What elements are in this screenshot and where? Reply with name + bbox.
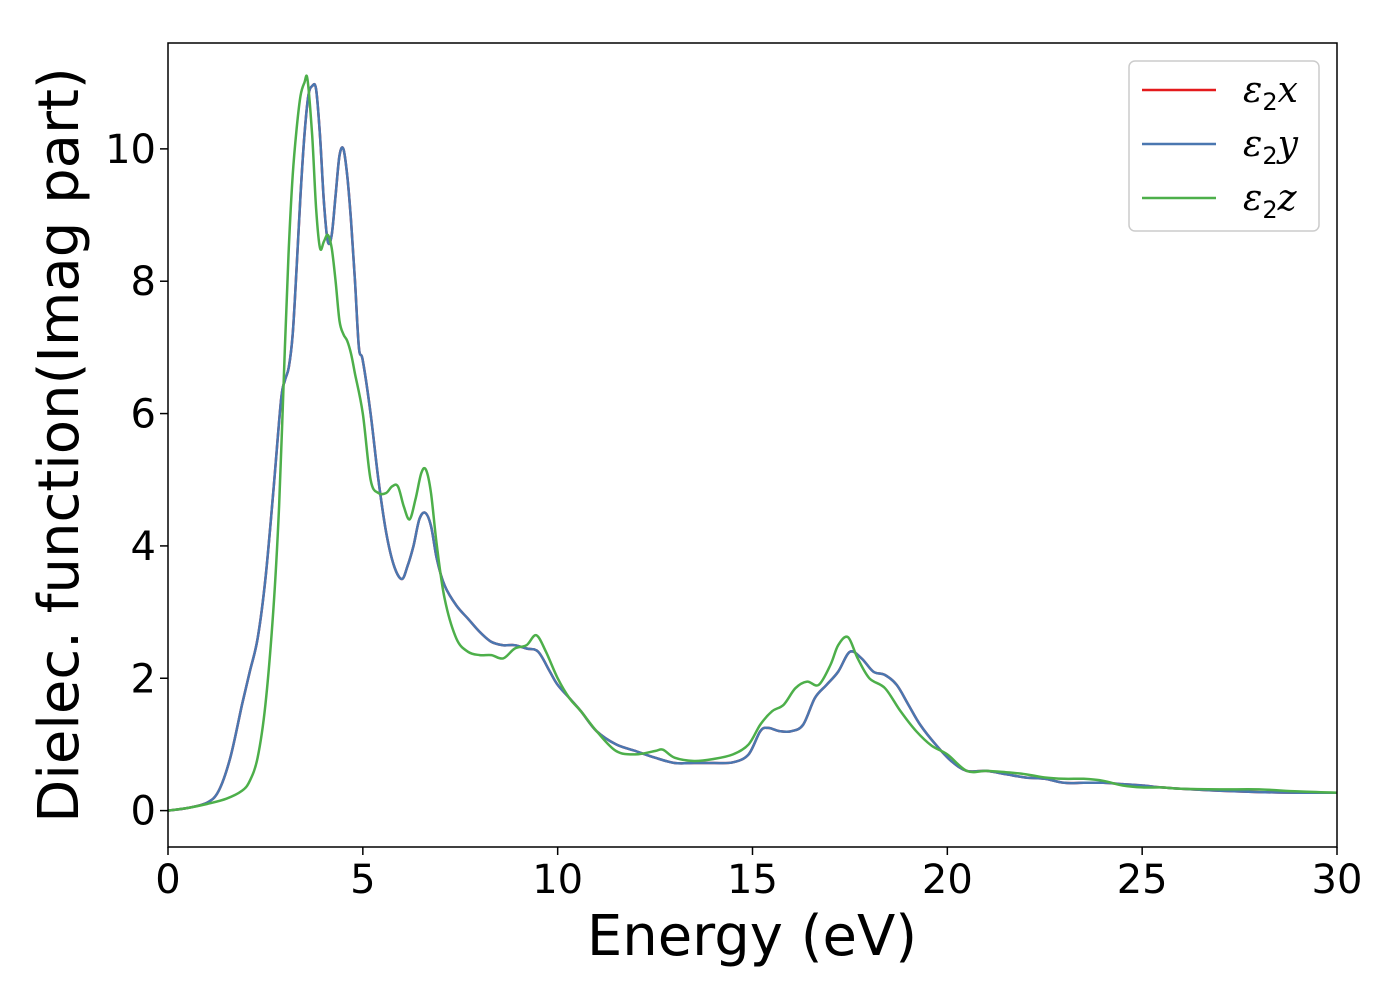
series-line-z	[167, 74, 1338, 812]
x-tick-label: 5	[350, 857, 375, 903]
x-tick-label: 25	[1117, 857, 1168, 903]
x-tick-label: 20	[922, 857, 973, 903]
x-tick-label: 0	[155, 857, 180, 903]
series-layer	[167, 74, 1338, 812]
series-line-y	[167, 82, 1338, 812]
x-axis-ticks: 0 5 10 15 20 25 30	[155, 847, 1362, 903]
y-tick-label: 0	[131, 789, 156, 835]
legend-label-z: ε2z	[1243, 178, 1298, 224]
legend-label-y: ε2y	[1243, 124, 1299, 170]
x-tick-label: 10	[532, 857, 583, 903]
y-tick-label: 2	[131, 656, 156, 702]
x-axis-label: Energy (eV)	[587, 904, 917, 969]
y-tick-label: 6	[131, 392, 156, 438]
y-tick-label: 8	[131, 259, 156, 305]
y-axis-label: Dielec. function(Imag part)	[27, 67, 92, 823]
legend-label-x: ε2x	[1243, 70, 1298, 116]
y-axis-ticks: 0 2 4 6 8 10	[105, 127, 168, 835]
y-tick-label: 4	[131, 524, 156, 570]
x-tick-label: 30	[1312, 857, 1363, 903]
y-tick-label: 10	[105, 127, 156, 173]
x-tick-label: 15	[727, 857, 778, 903]
legend-frame	[1128, 60, 1320, 232]
legend: ε2x ε2y ε2z	[1128, 60, 1320, 232]
